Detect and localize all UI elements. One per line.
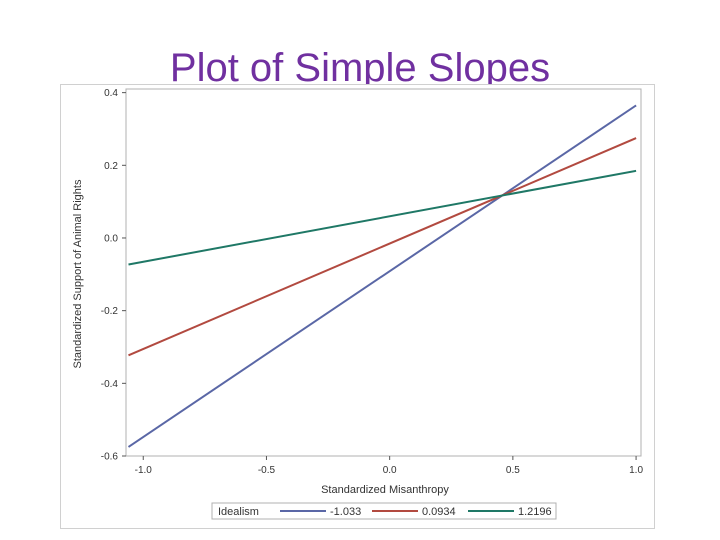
x-tick-label: 1.0	[629, 465, 643, 476]
x-axis-label: Standardized Misanthropy	[321, 484, 449, 496]
series-lines	[127, 104, 637, 448]
plot-area	[125, 88, 642, 457]
chart-frame	[60, 84, 655, 529]
y-tick-label: -0.6	[101, 452, 119, 463]
y-tick-label: 0.4	[104, 88, 118, 99]
y-tick-label: 0.2	[104, 161, 118, 172]
series-line-3	[128, 169, 637, 266]
series-line-2	[128, 137, 637, 357]
legend-label-3: 1.2196	[518, 506, 552, 518]
x-tick-label: -1.0	[135, 465, 153, 476]
legend-label-1: -1.033	[330, 506, 361, 518]
legend-title: Idealism	[218, 506, 259, 518]
x-tick-label: 0.5	[506, 465, 520, 476]
legend: Idealism -1.033 0.0934 1.2196	[211, 502, 557, 520]
y-axis: -0.6 -0.4 -0.2 0.0 0.2 0.4	[101, 88, 126, 463]
y-tick-label: -0.4	[101, 379, 119, 390]
slide-title: Plot of Simple Slopes	[169, 46, 551, 90]
legend-label-2: 0.0934	[422, 506, 456, 518]
x-tick-label: -0.5	[258, 465, 276, 476]
x-tick-label: 0.0	[383, 465, 397, 476]
y-tick-label: 0.0	[104, 233, 118, 244]
y-tick-label: -0.2	[101, 306, 119, 317]
y-axis-label: Standardized Support of Animal Rights	[72, 179, 84, 368]
x-axis: -1.0 -0.5 0.0 0.5 1.0	[135, 456, 643, 476]
series-line-1	[127, 104, 637, 448]
